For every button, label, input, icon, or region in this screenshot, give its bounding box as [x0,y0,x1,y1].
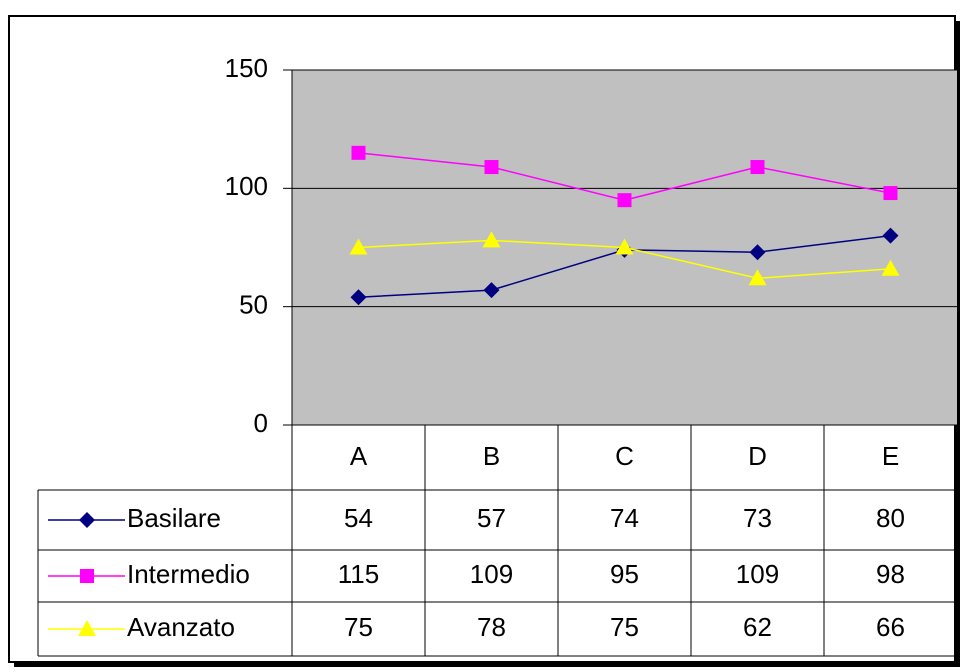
x-tick-label: B [483,441,500,471]
table-value: 109 [736,559,779,589]
table-value: 62 [743,612,772,642]
table-value: 95 [610,559,639,589]
legend-key-marker [79,512,95,528]
y-tick-label: 50 [239,290,268,320]
data-point [351,145,366,160]
table-value: 109 [470,559,513,589]
table-value: 54 [344,503,373,533]
y-tick-label: 0 [254,408,268,438]
table-value: 98 [876,559,905,589]
legend-label: Intermedio [127,559,250,589]
data-point [882,227,899,244]
data-point [617,193,632,208]
data-point [484,160,499,175]
data-point [349,238,368,255]
y-tick-label: 150 [225,53,268,83]
data-point [750,160,765,175]
table-value: 73 [743,503,772,533]
legend-key-marker [78,620,96,636]
table-value: 57 [477,503,506,533]
legend-key-marker [80,569,94,583]
data-point [881,259,900,276]
table-value: 75 [610,612,639,642]
x-tick-label: A [350,441,368,471]
data-point [483,282,500,299]
data-point [482,231,501,248]
legend-label: Basilare [127,503,221,533]
x-tick-label: D [748,441,767,471]
table-value: 78 [477,612,506,642]
x-tick-label: C [615,441,634,471]
legend-label: Avanzato [127,612,235,642]
table-value: 74 [610,503,639,533]
y-tick-label: 100 [225,171,268,201]
x-tick-label: E [882,441,899,471]
data-point [748,269,767,286]
table-value: 80 [876,503,905,533]
data-point [749,244,766,261]
data-point [883,186,898,201]
table-value: 115 [338,559,379,589]
table-value: 75 [344,612,373,642]
data-point [615,238,634,255]
table-value: 66 [876,612,905,642]
data-point [350,289,367,306]
